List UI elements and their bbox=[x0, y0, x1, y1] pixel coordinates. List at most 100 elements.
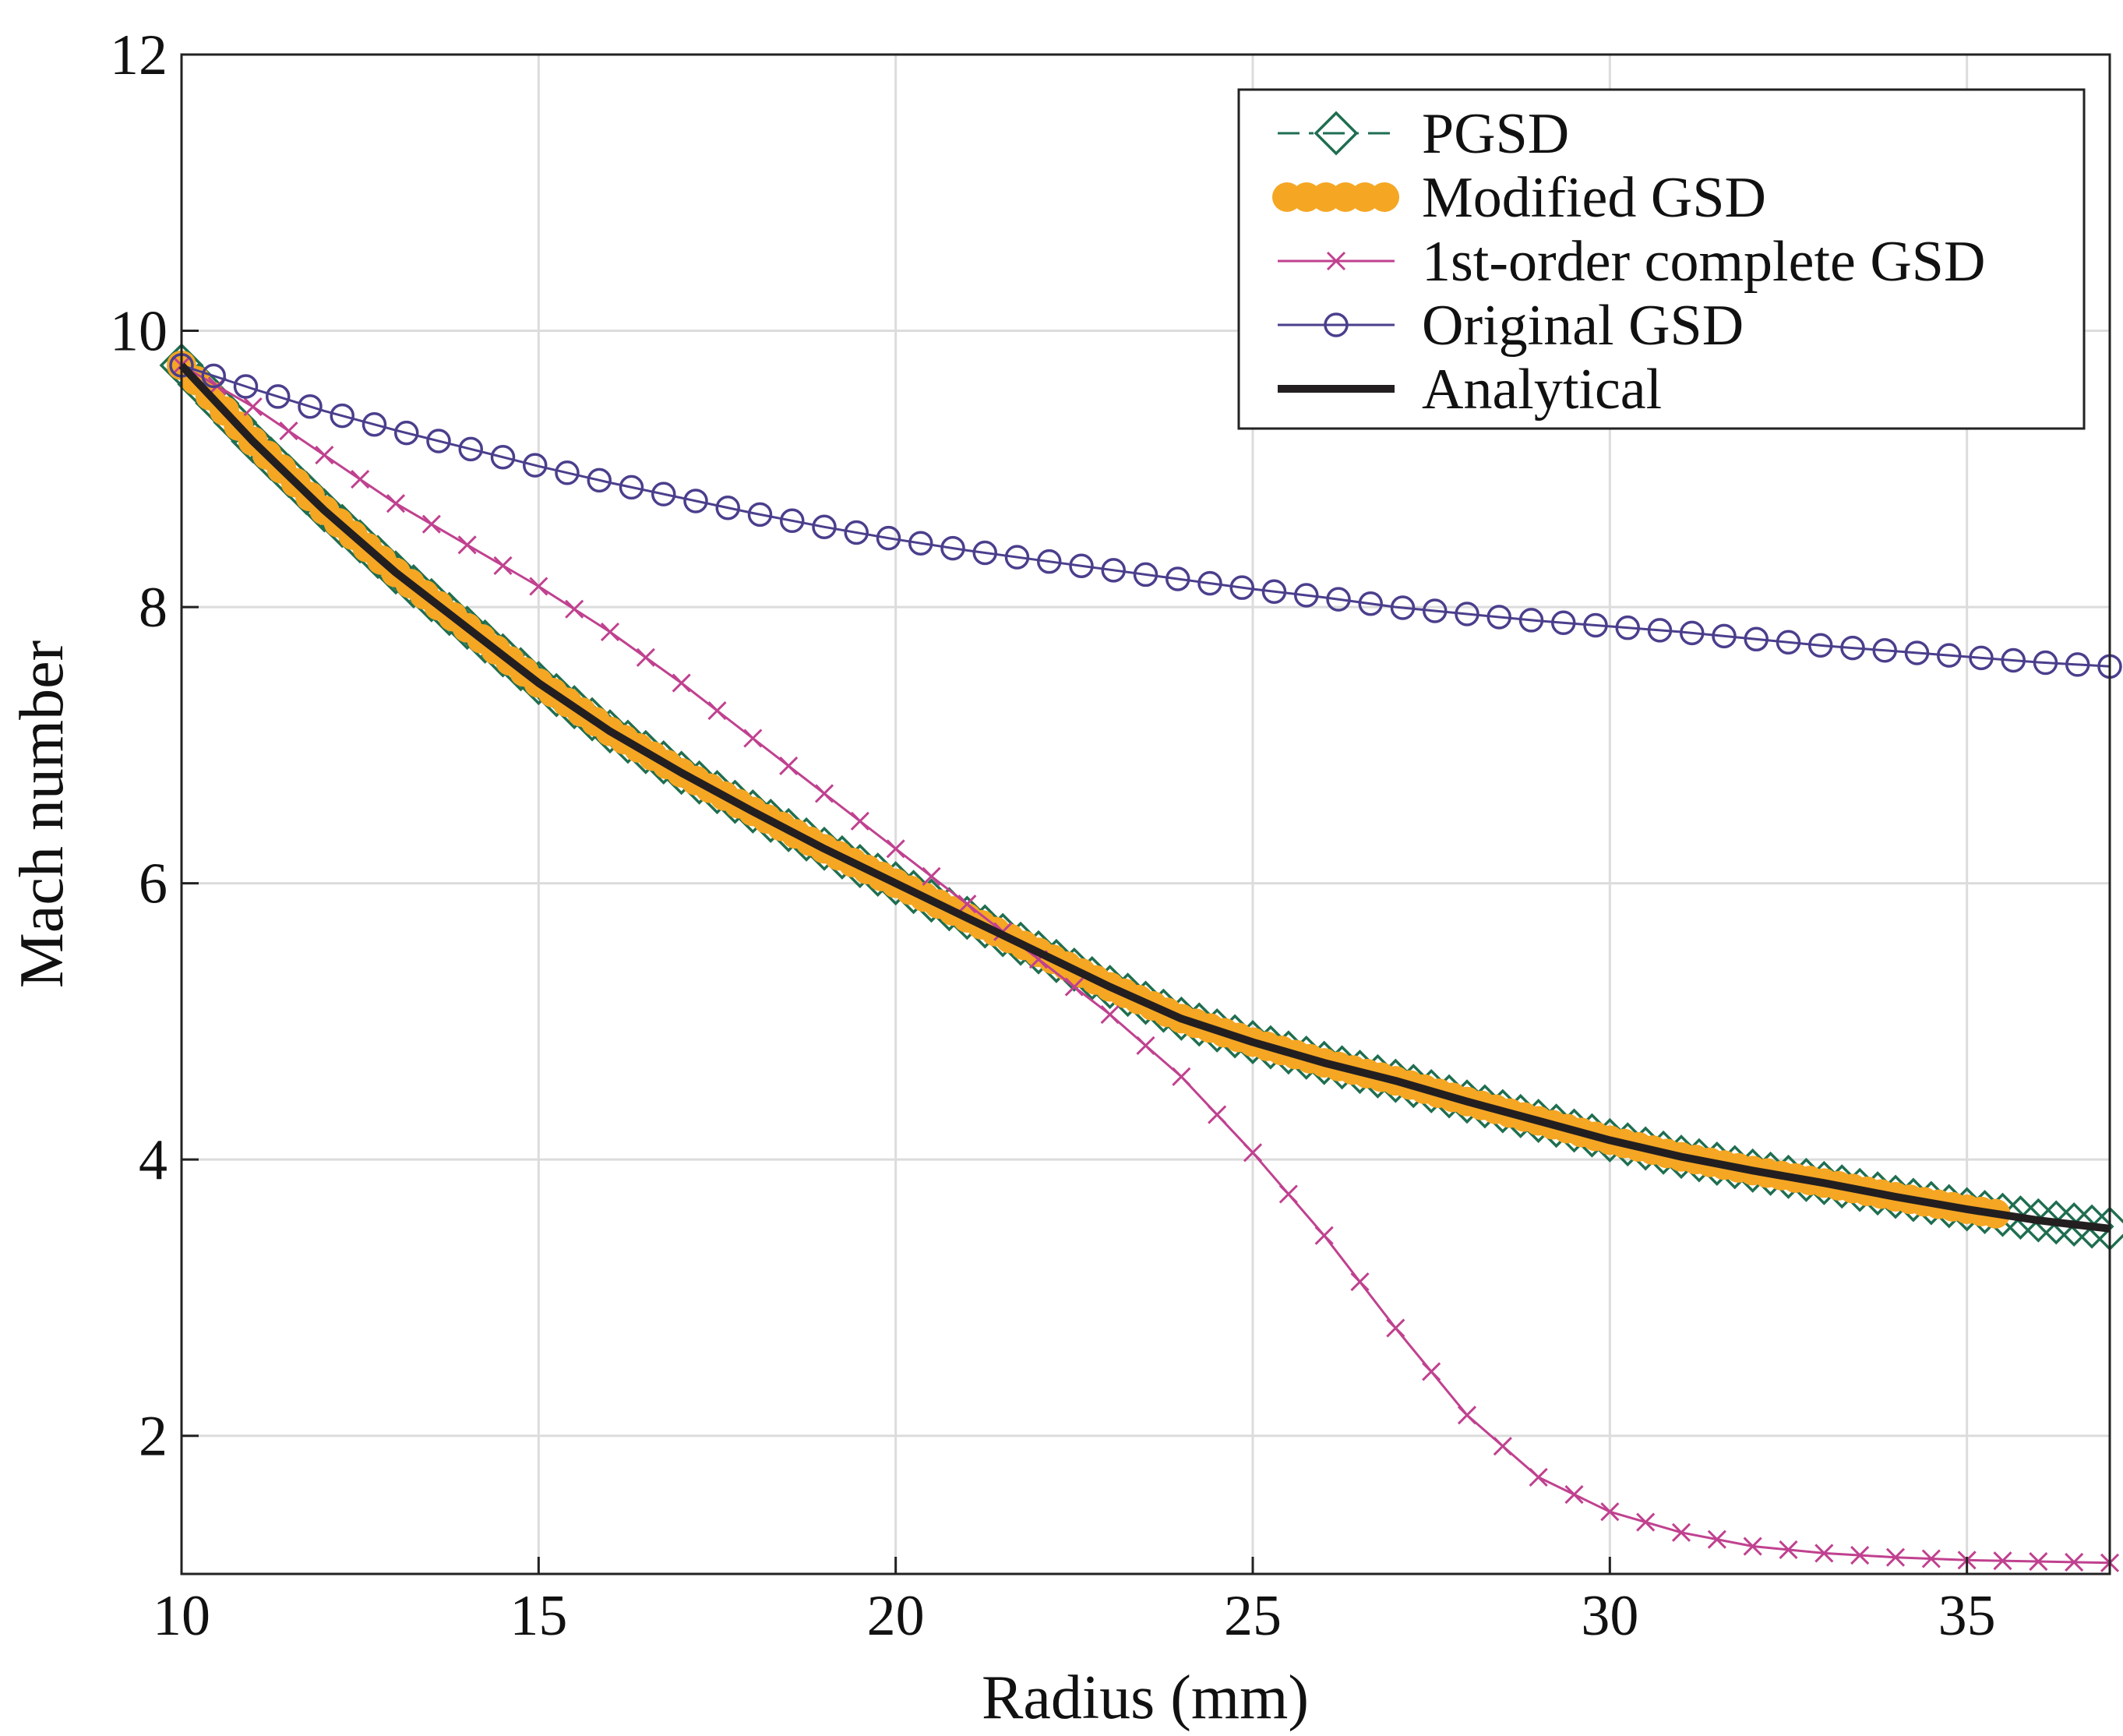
x-marker bbox=[1636, 1512, 1656, 1532]
open-circle-marker bbox=[1712, 623, 1737, 649]
series-original-gsd bbox=[169, 353, 2122, 679]
x-marker bbox=[1921, 1549, 1941, 1568]
open-circle-marker bbox=[361, 411, 387, 437]
y-tick-label: 6 bbox=[139, 852, 168, 916]
open-circle-marker bbox=[1840, 635, 1865, 661]
x-marker bbox=[1493, 1436, 1512, 1456]
x-marker bbox=[2065, 1552, 2084, 1572]
x-marker bbox=[707, 700, 727, 721]
plot-frame bbox=[180, 53, 2111, 1575]
open-circle-marker bbox=[1324, 312, 1349, 337]
diamond-marker bbox=[1314, 111, 1359, 156]
open-circle-marker bbox=[1647, 618, 1673, 643]
open-circle-marker bbox=[1037, 549, 1062, 574]
x-marker bbox=[1671, 1523, 1691, 1542]
x-marker bbox=[814, 784, 834, 803]
x-marker bbox=[1707, 1530, 1726, 1549]
open-circle-marker bbox=[1326, 587, 1351, 612]
open-circle-marker bbox=[1229, 575, 1254, 600]
x-marker bbox=[351, 470, 370, 489]
legend-box bbox=[1237, 88, 2086, 430]
x-marker bbox=[1386, 1318, 1405, 1338]
open-circle-marker bbox=[1455, 602, 1479, 626]
open-circle-marker bbox=[747, 502, 773, 528]
x-marker bbox=[457, 535, 477, 555]
x-marker bbox=[2029, 1551, 2048, 1572]
x-marker bbox=[529, 577, 548, 596]
y-tick-label: 4 bbox=[139, 1128, 168, 1192]
x-marker bbox=[386, 494, 406, 513]
diamond-marker bbox=[2015, 1198, 2061, 1243]
open-circle-marker bbox=[940, 535, 965, 561]
y-tick-label: 2 bbox=[139, 1405, 168, 1469]
open-circle-marker bbox=[908, 531, 933, 556]
legend-label: 1st-order complete GSD bbox=[1422, 230, 1985, 294]
open-circle-marker bbox=[1744, 626, 1769, 652]
x-marker bbox=[600, 622, 620, 642]
y-tick-label: 10 bbox=[110, 300, 168, 364]
x-marker bbox=[243, 397, 263, 417]
legend-label: PGSD bbox=[1422, 102, 1569, 166]
x-marker bbox=[957, 894, 977, 914]
open-circle-marker bbox=[780, 508, 805, 534]
open-circle-marker bbox=[1133, 562, 1158, 587]
x-marker bbox=[279, 422, 298, 441]
open-circle-marker bbox=[1166, 566, 1190, 591]
open-circle-marker bbox=[201, 363, 226, 389]
legend-label: Modified GSD bbox=[1422, 166, 1766, 230]
open-circle-marker bbox=[1808, 633, 1833, 658]
x-marker bbox=[1600, 1502, 1620, 1522]
x-marker bbox=[1064, 977, 1084, 997]
open-circle-marker bbox=[1872, 638, 1897, 663]
y-tick-label: 12 bbox=[110, 23, 168, 87]
open-circle-marker bbox=[1358, 591, 1383, 616]
open-circle-marker bbox=[1615, 615, 1640, 640]
open-circle-marker bbox=[1583, 612, 1608, 638]
open-circle-marker bbox=[1904, 640, 1930, 665]
open-circle-marker bbox=[1776, 630, 1801, 655]
x-marker bbox=[1564, 1485, 1584, 1505]
open-circle-marker bbox=[619, 475, 644, 500]
series-analytical bbox=[178, 362, 2111, 1233]
x-marker bbox=[1326, 251, 1346, 271]
open-circle-marker bbox=[394, 420, 419, 446]
open-circle-marker bbox=[1197, 570, 1222, 596]
x-axis-label: Radius (mm) bbox=[982, 1664, 1309, 1732]
x-tick-label: 10 bbox=[153, 1584, 210, 1648]
x-marker bbox=[1278, 1184, 1298, 1204]
x-marker bbox=[1850, 1546, 1870, 1565]
ticks: 10 15 20 25 30 35 2 4 6 8 10 12 bbox=[110, 23, 1996, 1648]
x-marker bbox=[1993, 1551, 2012, 1571]
filled-circle-marker bbox=[1370, 182, 1399, 212]
x-marker bbox=[1314, 1226, 1334, 1245]
x-marker bbox=[672, 673, 691, 693]
diamond-marker bbox=[2051, 1202, 2097, 1247]
legend-label: Original GSD bbox=[1422, 294, 1744, 358]
open-circle-marker bbox=[812, 514, 837, 540]
x-marker bbox=[636, 647, 655, 667]
x-marker bbox=[1529, 1467, 1548, 1487]
open-circle-marker bbox=[715, 495, 740, 520]
x-tick-label: 20 bbox=[867, 1584, 925, 1648]
open-circle-marker bbox=[426, 429, 451, 453]
x-marker bbox=[886, 839, 905, 859]
diamond-marker bbox=[2033, 1200, 2079, 1245]
series-line bbox=[181, 364, 2111, 668]
open-circle-marker bbox=[233, 374, 259, 399]
open-circle-marker bbox=[490, 445, 516, 470]
open-circle-marker bbox=[298, 393, 323, 419]
y-axis-label: Mach number bbox=[8, 640, 76, 989]
open-circle-marker bbox=[1551, 610, 1576, 636]
open-circle-marker bbox=[844, 520, 869, 545]
open-circle-marker bbox=[1680, 620, 1705, 646]
open-circle-marker bbox=[587, 468, 612, 493]
x-marker bbox=[315, 446, 334, 465]
x-marker bbox=[493, 556, 513, 575]
open-circle-marker bbox=[523, 453, 548, 478]
open-circle-marker bbox=[2001, 647, 2026, 673]
series-line bbox=[178, 362, 2111, 1233]
x-tick-label: 25 bbox=[1224, 1584, 1282, 1648]
x-tick-label: 15 bbox=[510, 1584, 567, 1648]
open-circle-marker bbox=[2065, 652, 2090, 677]
